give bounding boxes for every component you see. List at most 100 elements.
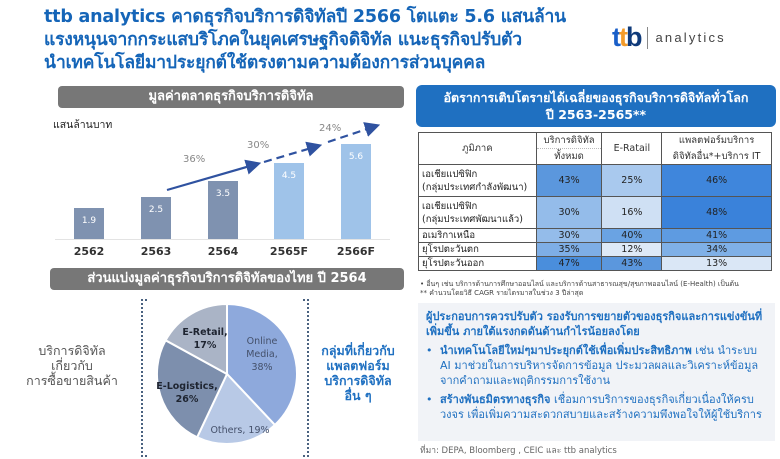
right-label-line: อื่น ๆ [344, 388, 372, 403]
footnote-other: • อื่นๆ เช่น บริการด้านการศึกษาออนไลน์ แ… [420, 280, 739, 288]
col-header-eretail: E-Ratail [601, 132, 663, 165]
bullet-icon: • [426, 393, 433, 406]
right-group-label: กลุ่มที่เกี่ยวกับ แพลตฟอร์ม บริการดิจิทั… [318, 343, 398, 403]
recommendation-rest: เชื่อมการบริการของธุรกิจเกี่ยวเนื่องให้ค… [440, 393, 762, 421]
footnote-cagr: ** คำนวนโดยวิธี CAGR รายไตรมาสในช่วง 3 ป… [420, 289, 584, 297]
dashed-arrow-icon [327, 122, 381, 144]
region-sub: (กลุ่มประเทศกำลังพัฒนา) [422, 181, 528, 193]
value-cell: 13% [661, 256, 772, 271]
growth-label-36: 36% [183, 154, 206, 165]
right-label-line: บริการดิจิทัล [324, 373, 392, 388]
pie-slice-online-media [226, 302, 298, 427]
pie-label-line: 26% [175, 394, 199, 405]
value-cell: 43% [535, 164, 603, 197]
growth-table-title-line: ปี 2563-2565** [545, 107, 647, 122]
bar-value: 5.6 [348, 152, 364, 162]
bar-2563: 2.5 [141, 197, 171, 239]
x-tick-2563: 2563 [140, 245, 172, 258]
region-cell: อเมริกาเหนือ [418, 228, 537, 243]
pie-label-e-logistics: E-Logistics, 26% [152, 380, 222, 406]
solid-arrow-icon [166, 159, 262, 192]
pie-label-line: E-Logistics, [156, 381, 218, 392]
pie-label-line: Media, [246, 349, 278, 360]
pie-chart [155, 302, 298, 445]
recommendation-bold: นำเทคโนโลยีใหม่ๆมาประยุกต์ใช้เพื่อเพิ่มป… [440, 344, 692, 357]
share-chart-title: ส่วนแบ่งมูลค่าธุรกิจบริการดิจิทัลของไทย … [50, 268, 404, 290]
pie-label-line: 38% [251, 362, 273, 373]
recommendation-item: • สร้างพันธมิตรทางธุรกิจ เชื่อมการบริการ… [426, 392, 767, 422]
bar-2564: 3.5 [208, 181, 238, 239]
table-row: เอเชียแปซิฟิก (กลุ่มประเทศกำลังพัฒนา) 43%… [418, 164, 772, 197]
dashed-arrow-icon [263, 141, 323, 164]
right-label-line: กลุ่มที่เกี่ยวกับ [321, 343, 395, 358]
ttb-logo-mark: ttb [612, 22, 642, 52]
region-sub: (กลุ่มประเทศพัฒนาแล้ว) [422, 213, 523, 225]
value-cell: 41% [661, 228, 772, 243]
bar-2566f: 5.6 [341, 144, 371, 239]
growth-table-title-line: อัตราการเติบโตรายได้เฉลี่ยของธุรกิจบริกา… [443, 90, 749, 105]
pie-label-line: Online [246, 336, 278, 347]
value-cell: 46% [661, 164, 772, 197]
market-chart-title: มูลค่าตลาดธุรกิจบริการดิจิทัล [58, 86, 404, 108]
table-row: ยุโรปตะวันออก 47% 43% 13% [418, 256, 772, 271]
value-cell: 16% [601, 196, 663, 229]
y-axis-unit: แสนล้านบาท [53, 119, 113, 131]
value-cell: 35% [535, 242, 603, 257]
recommendation-heading: ผู้ประกอบการควรปรับตัว รองรับการขยายตัวข… [426, 310, 763, 338]
bullet-icon: • [426, 344, 433, 357]
ttb-analytics-logo: ttb analytics [612, 24, 726, 51]
recommendation-text: นำเทคโนโลยีใหม่ๆมาประยุกต์ใช้เพื่อเพิ่มป… [440, 343, 767, 388]
recommendation-item: • นำเทคโนโลยีใหม่ๆมาประยุกต์ใช้เพื่อเพิ่… [426, 343, 767, 388]
pie-label-online-media: Online Media, 38% [232, 335, 292, 374]
left-label-line: เกี่ยวกับ [51, 358, 93, 373]
growth-label-30: 30% [247, 140, 270, 151]
value-cell: 43% [601, 256, 663, 271]
value-cell: 30% [535, 196, 603, 229]
bar-value: 2.5 [148, 205, 164, 215]
table-row: อเมริกาเหนือ 30% 40% 41% [418, 228, 772, 243]
value-cell: 30% [535, 228, 603, 243]
region-cell: เอเชียแปซิฟิก (กลุ่มประเทศพัฒนาแล้ว) [418, 196, 537, 229]
bar-value: 3.5 [215, 189, 231, 199]
recommendation-box: ผู้ประกอบการควรปรับตัว รองรับการขยายตัวข… [418, 303, 775, 441]
recommendation-bold: สร้างพันธมิตรทางธุรกิจ [440, 393, 551, 406]
right-label-line: แพลตฟอร์ม [326, 358, 390, 373]
recommendation-rest: เช่น นำระบบ AI มาช่วยในการบริหารจัดการข้… [440, 344, 759, 387]
col-header-platform-2: ดิจิทัลอื่น*+บริการ IT [661, 148, 772, 165]
value-cell: 47% [535, 256, 603, 271]
bar-2565f: 4.5 [274, 163, 304, 239]
value-cell: 34% [661, 242, 772, 257]
col-header-region: ภูมิภาค [418, 132, 537, 165]
pie-label-line: 17% [193, 340, 217, 351]
region-cell: เอเชียแปซิฟิก (กลุ่มประเทศกำลังพัฒนา) [418, 164, 537, 197]
headline-line-1: ttb analytics คาดธุรกิจบริการดิจิทัลปี 2… [44, 7, 566, 27]
x-tick-2562: 2562 [73, 245, 105, 258]
logo-divider [646, 26, 648, 49]
region-name: เอเชียแปซิฟิก [422, 168, 478, 180]
recommendation-text: สร้างพันธมิตรทางธุรกิจ เชื่อมการบริการขอ… [440, 392, 767, 422]
x-tick-2566f: 2566F [336, 245, 376, 258]
region-cell: ยุโรปตะวันตก [418, 242, 537, 257]
value-cell: 48% [661, 196, 772, 229]
x-tick-2564: 2564 [207, 245, 239, 258]
col-header-all-2: ทั้งหมด [535, 148, 603, 165]
logo-wordmark: analytics [655, 30, 726, 45]
pie-label-e-retail: E-Retail, 17% [180, 326, 230, 352]
table-row: เอเชียแปซิฟิก (กลุ่มประเทศพัฒนาแล้ว) 30% … [418, 196, 772, 229]
x-axis-line [55, 239, 390, 240]
region-name: เอเชียแปซิฟิก [422, 200, 478, 212]
growth-table: ภูมิภาค บริการดิจิทัล E-Ratail แพลตฟอร์ม… [418, 132, 772, 271]
x-tick-2565f: 2565F [269, 245, 309, 258]
left-bracket [141, 299, 147, 457]
pie-slice-e-retail [164, 302, 228, 376]
table-row: ยุโรปตะวันตก 35% 12% 34% [418, 242, 772, 257]
right-bracket [303, 299, 309, 457]
table-footnotes: • อื่นๆ เช่น บริการด้านการศึกษาออนไลน์ แ… [420, 280, 739, 298]
growth-table-title: อัตราการเติบโตรายได้เฉลี่ยของธุรกิจบริกา… [416, 85, 776, 127]
bar-value: 4.5 [281, 171, 297, 181]
col-header-platform-1: แพลตฟอร์มบริการ [661, 132, 772, 149]
value-cell: 40% [601, 228, 663, 243]
left-label-line: การซื้อขายสินค้า [26, 373, 118, 388]
region-cell: ยุโรปตะวันออก [418, 256, 537, 271]
col-header-all-1: บริการดิจิทัล [535, 132, 603, 149]
